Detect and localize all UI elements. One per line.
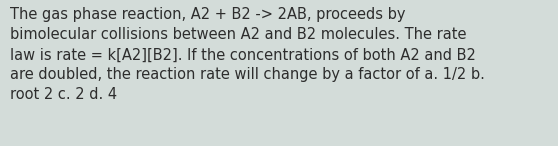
Text: The gas phase reaction, A2 + B2 -> 2AB, proceeds by
bimolecular collisions betwe: The gas phase reaction, A2 + B2 -> 2AB, … xyxy=(10,7,485,102)
